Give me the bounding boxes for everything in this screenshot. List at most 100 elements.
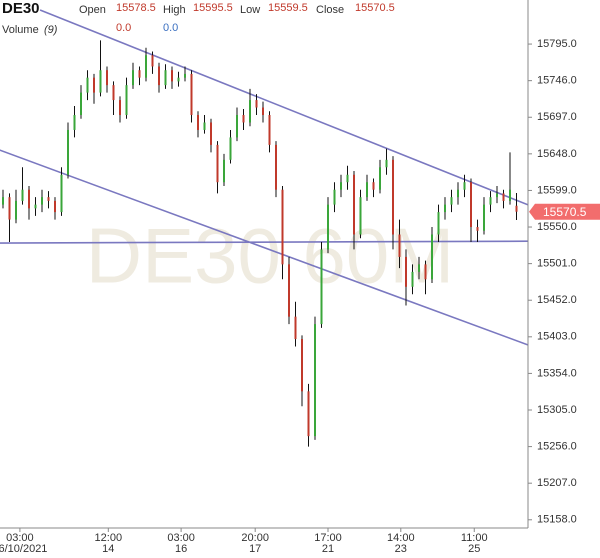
x-tick-label: 14:00 <box>387 532 415 544</box>
close-label: Close <box>316 4 344 16</box>
low-value: 15559.5 <box>268 2 308 14</box>
candle-body <box>15 200 17 220</box>
trend-line <box>0 240 528 244</box>
candle-body <box>366 182 368 198</box>
candle-body <box>301 339 303 392</box>
high-label: High <box>163 4 186 16</box>
x-tick-date: 21 <box>322 543 334 555</box>
candle-body <box>379 167 381 190</box>
price-tag <box>529 203 600 220</box>
y-tick-label: 15746.0 <box>537 75 577 87</box>
y-tick-label: 15452.0 <box>537 294 577 306</box>
candle-body <box>86 77 89 93</box>
candle-body <box>359 197 362 235</box>
candle-body <box>249 100 251 123</box>
candle-body <box>99 70 102 93</box>
candle-body <box>171 70 173 82</box>
candle-body <box>353 174 355 235</box>
candle-body <box>255 100 258 108</box>
candle-body <box>93 77 95 93</box>
candle-body <box>151 55 154 67</box>
candle-body <box>177 77 180 82</box>
candle-body <box>47 197 50 201</box>
y-tick-label: 15207.0 <box>537 477 577 489</box>
candle-body <box>21 189 24 201</box>
x-tick-date: 06/10/2021 <box>0 543 47 555</box>
y-tick-label: 15697.0 <box>537 111 577 123</box>
candle-body <box>106 70 108 86</box>
candle-body <box>463 182 466 190</box>
candle-body <box>314 324 316 437</box>
high-value: 15595.5 <box>193 2 233 14</box>
x-tick-date: 23 <box>395 543 407 555</box>
candle-body <box>80 92 82 116</box>
candle-body <box>340 182 342 190</box>
candle-body <box>112 85 115 101</box>
candle-body <box>229 137 232 160</box>
y-tick-label: 15305.0 <box>537 404 577 416</box>
candle-body <box>54 200 56 213</box>
candle-body <box>268 115 271 145</box>
y-tick-label: 15648.0 <box>537 148 577 160</box>
candle-body <box>307 391 310 437</box>
candle-body <box>158 66 160 86</box>
x-tick-date: 17 <box>249 543 261 555</box>
candle-body <box>333 189 336 205</box>
x-tick-date: 25 <box>468 543 480 555</box>
candle-body <box>431 234 433 280</box>
candle-body <box>242 115 245 123</box>
y-tick-label: 15403.0 <box>537 331 577 343</box>
candle-body <box>8 197 11 220</box>
candle-body <box>275 144 277 190</box>
candle-body <box>262 107 264 116</box>
candle-body <box>190 73 193 116</box>
candle-body <box>385 159 388 168</box>
candle-body <box>28 189 30 209</box>
candle-body <box>346 174 349 183</box>
y-tick-label: 15795.0 <box>537 38 577 50</box>
candle-body <box>496 193 498 198</box>
candle-body <box>509 189 511 201</box>
candle-body <box>41 197 43 205</box>
y-tick-label: 15158.0 <box>537 514 577 526</box>
candle-body <box>184 73 186 78</box>
trend-line <box>0 149 528 346</box>
candle-body <box>502 193 505 201</box>
candle-body <box>294 316 297 340</box>
candle-body <box>398 234 401 257</box>
symbol: DE30 <box>2 0 40 17</box>
candle-body <box>476 227 479 231</box>
x-tick-label: 12:00 <box>95 532 123 544</box>
candle-body <box>281 189 284 265</box>
candle-body <box>489 197 492 205</box>
candle-body <box>216 144 219 183</box>
candle-body <box>444 204 446 213</box>
candle-body <box>483 204 485 231</box>
candle-body <box>197 115 199 130</box>
candle-body <box>457 189 459 198</box>
candle-body <box>67 129 69 175</box>
price-tag-label: 15570.5 <box>543 205 587 219</box>
open-value: 15578.5 <box>116 2 156 14</box>
candle-body <box>450 197 453 205</box>
y-tick-label: 15550.0 <box>537 221 577 233</box>
candle-body <box>320 249 323 325</box>
volume-param: (9) <box>44 24 58 36</box>
y-tick-label: 15501.0 <box>537 258 577 270</box>
x-tick-label: 17:00 <box>314 532 342 544</box>
y-tick-label: 15354.0 <box>537 367 577 379</box>
candle-body <box>210 122 212 145</box>
candle-body <box>288 264 290 317</box>
trend-line <box>39 9 528 206</box>
x-tick-label: 11:00 <box>461 532 488 544</box>
open-label: Open <box>79 4 106 16</box>
x-tick-label: 03:00 <box>167 532 195 544</box>
x-tick-label: 20:00 <box>241 532 269 544</box>
candle-body <box>470 182 472 228</box>
volume-value: 0.0 <box>116 22 131 34</box>
volume-label: Volume <box>2 24 39 36</box>
candle-body <box>2 197 4 205</box>
candle-body <box>424 264 427 280</box>
candle-body <box>418 264 420 272</box>
